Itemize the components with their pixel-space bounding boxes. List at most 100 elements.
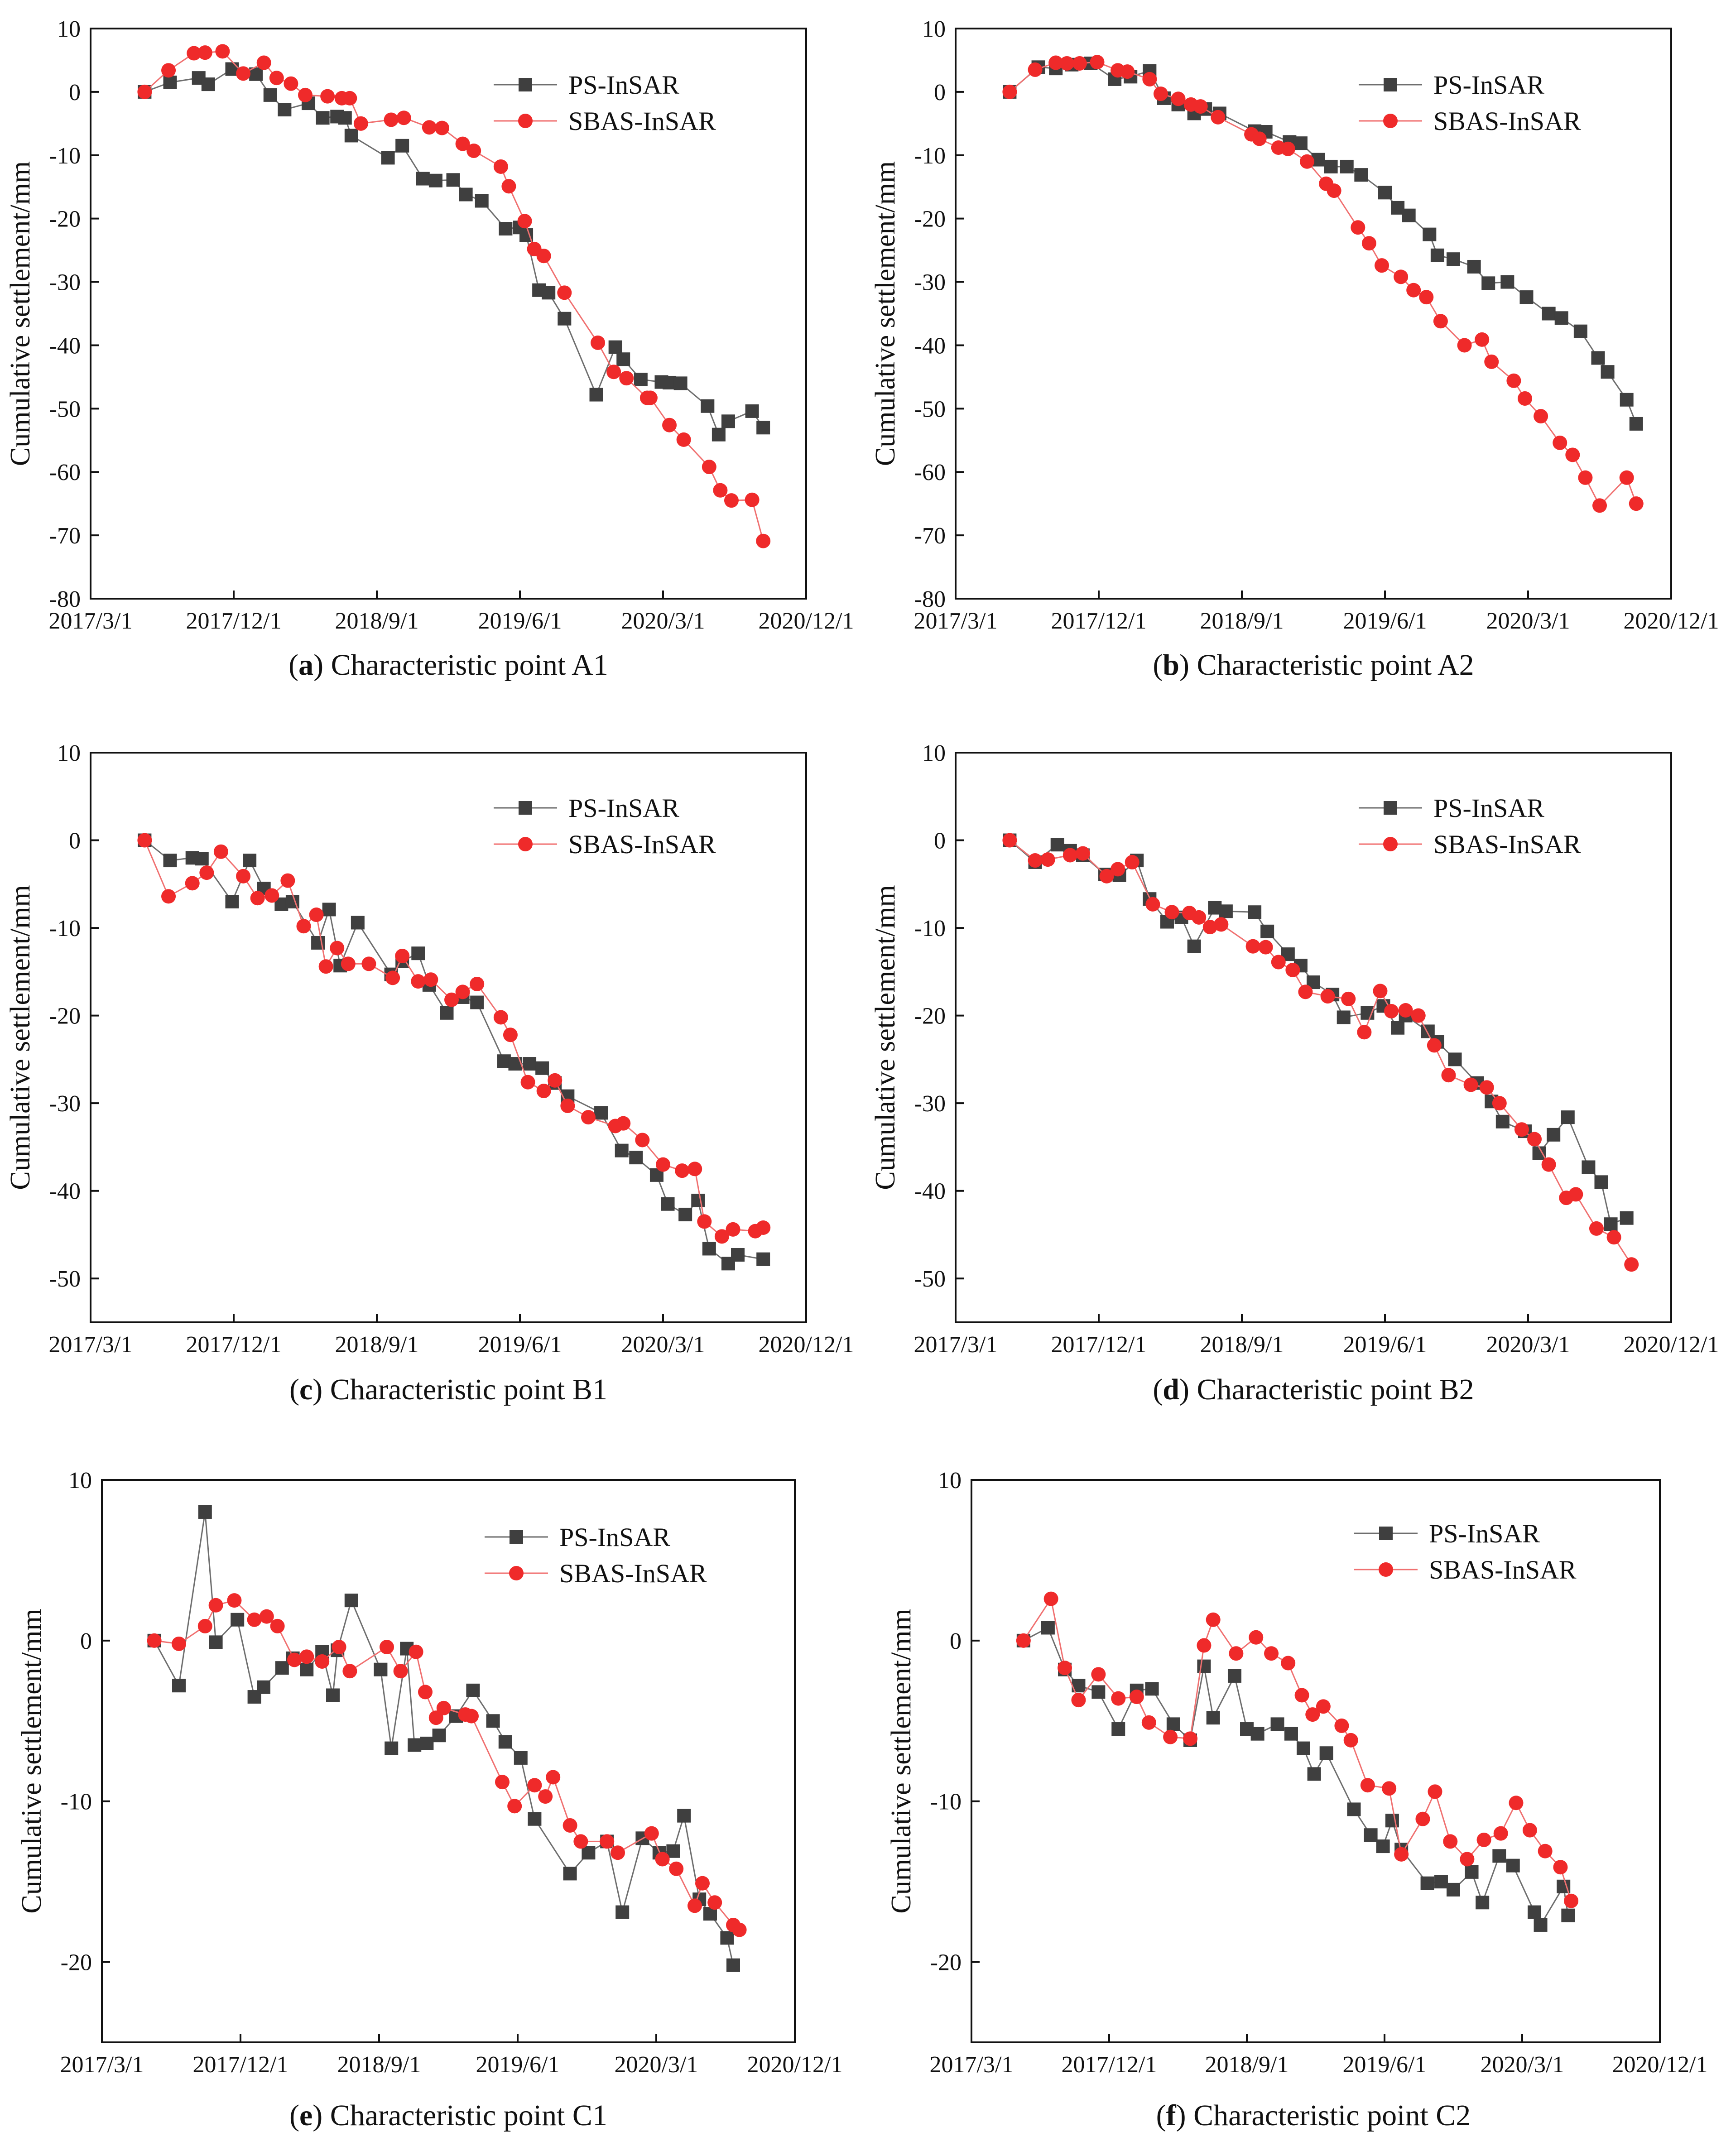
sbas-insar-point <box>520 1075 535 1090</box>
ps-insar-point <box>1620 393 1634 407</box>
legend-label: PS-InSAR <box>1433 70 1544 100</box>
y-tick-label: -80 <box>49 586 81 612</box>
x-tick-label: 2020/3/1 <box>1486 1332 1570 1358</box>
sbas-insar-point <box>1193 99 1208 114</box>
panel-caption: (d) Characteristic point B2 <box>1153 1373 1474 1406</box>
sbas-insar-point <box>1099 869 1114 884</box>
sbas-insar-point <box>676 432 691 447</box>
sbas-insar-point <box>428 1710 443 1725</box>
ps-insar-point <box>1354 168 1368 182</box>
ps-insar-point <box>1528 1905 1542 1919</box>
sbas-insar-point <box>1129 1690 1144 1705</box>
ps-insar-point <box>432 1729 446 1743</box>
sbas-insar-point <box>1048 55 1063 70</box>
ps-insar-point <box>1293 136 1308 150</box>
sbas-insar-point <box>330 941 345 956</box>
ps-insar-point <box>257 1680 270 1694</box>
ps-insar-point <box>731 1248 745 1262</box>
sbas-insar-point <box>422 120 437 135</box>
ps-insar-point <box>1547 1128 1561 1142</box>
ps-insar-point <box>673 376 688 390</box>
x-tick-label: 2017/3/1 <box>49 1332 133 1358</box>
ps-insar-point <box>1378 186 1392 200</box>
ps-insar-point <box>528 1812 542 1826</box>
caption-letter: b <box>1163 648 1179 682</box>
sbas-insar-point <box>600 1834 615 1849</box>
sbas-insar-point <box>236 66 251 81</box>
legend-label: PS-InSAR <box>1429 1519 1540 1548</box>
sbas-insar-point <box>1164 905 1179 920</box>
sbas-insar-point <box>396 110 411 125</box>
ps-insar-point <box>535 1061 549 1075</box>
ps-insar-point <box>1620 1211 1634 1225</box>
sbas-insar-point <box>495 1775 510 1790</box>
sbas-insar-point <box>1624 1257 1639 1272</box>
sbas-insar-point <box>270 1618 285 1633</box>
caption-text: Characteristic point A2 <box>1197 648 1474 682</box>
sbas-insar-point <box>464 1709 479 1724</box>
plot-frame <box>90 752 807 1323</box>
sbas-insar-point <box>1281 1656 1296 1671</box>
sbas-insar-point <box>1592 498 1607 513</box>
x-tick-label: 2017/3/1 <box>930 2052 1014 2078</box>
sbas-insar-point <box>1476 1832 1491 1847</box>
sbas-insar-point <box>1192 910 1207 925</box>
sbas-insar-point <box>669 1861 684 1876</box>
sbas-insar-point <box>1163 1729 1178 1744</box>
sbas-insar-point <box>527 1778 542 1793</box>
sbas-insar-point <box>455 136 470 151</box>
ps-insar-point <box>1629 417 1643 431</box>
ps-insar-point <box>411 946 425 960</box>
sbas-insar-point <box>332 1640 346 1655</box>
sbas-insar-point <box>1183 1731 1198 1746</box>
x-tick-label: 2020/3/1 <box>1486 608 1570 634</box>
ps-insar-point <box>374 1662 388 1676</box>
caption-letter: e <box>299 2099 313 2132</box>
ps-insar-point <box>1481 276 1495 290</box>
sbas-insar-point <box>713 483 728 498</box>
x-tick-label: 2017/12/1 <box>186 608 282 634</box>
y-tick-label: -20 <box>914 206 946 232</box>
sbas-insar-point <box>227 1593 242 1608</box>
ps-insar-point <box>322 903 336 917</box>
ps-insar-point <box>209 1635 223 1649</box>
sbas-insar-point <box>1534 409 1548 424</box>
ps-insar-point <box>615 1143 629 1157</box>
sbas-insar-point <box>380 1640 394 1655</box>
caption-text: Characteristic point B1 <box>330 1373 607 1406</box>
ps-insar-point <box>1111 1722 1125 1736</box>
ps-insar-point <box>1319 1746 1333 1760</box>
chart-panel-e: 10 0 -10 -20 2017/3/1 2017/12/1 2018/9/1 2019/6… <box>16 1468 842 2132</box>
sbas-insar-point <box>1059 56 1074 71</box>
legend-sbas-marker <box>1383 114 1398 128</box>
sbas-insar-point <box>1320 989 1335 1004</box>
y-tick-label: -70 <box>914 523 946 549</box>
x-tick-label: 2020/12/1 <box>759 1332 854 1358</box>
ps-insar-point <box>1270 1717 1284 1731</box>
sbas-insar-point <box>284 76 298 91</box>
sbas-insar-point <box>1341 991 1356 1006</box>
ps-insar-point <box>1467 259 1481 274</box>
plot-frame <box>955 752 1672 1323</box>
sbas-insar-point <box>493 159 508 174</box>
y-tick-label: -30 <box>49 270 81 296</box>
y-tick-label: 0 <box>80 1628 92 1654</box>
ps-insar-point <box>563 1867 577 1881</box>
sbas-insar-point <box>361 956 376 971</box>
caption-text: Characteristic point B2 <box>1197 1373 1474 1406</box>
y-tick-label: -10 <box>49 916 81 941</box>
sbas-insar-point <box>1374 258 1389 273</box>
y-tick-label: -80 <box>914 586 946 612</box>
sbas-insar-point <box>197 1618 212 1633</box>
sbas-insar-point <box>1475 332 1490 347</box>
ps-insar-point <box>745 404 759 418</box>
sbas-insar-point <box>1271 955 1286 970</box>
ps-insar-point <box>1500 275 1514 289</box>
sbas-insar-point <box>517 214 532 229</box>
legend: PS-InSAR SBAS-InSAR <box>1354 1519 1577 1585</box>
ps-insar-point <box>1492 1849 1506 1863</box>
plot-frame <box>955 28 1672 600</box>
ps-insar-point <box>756 1252 770 1266</box>
sbas-insar-point <box>732 1922 747 1937</box>
ps-insar-point <box>1219 904 1233 918</box>
